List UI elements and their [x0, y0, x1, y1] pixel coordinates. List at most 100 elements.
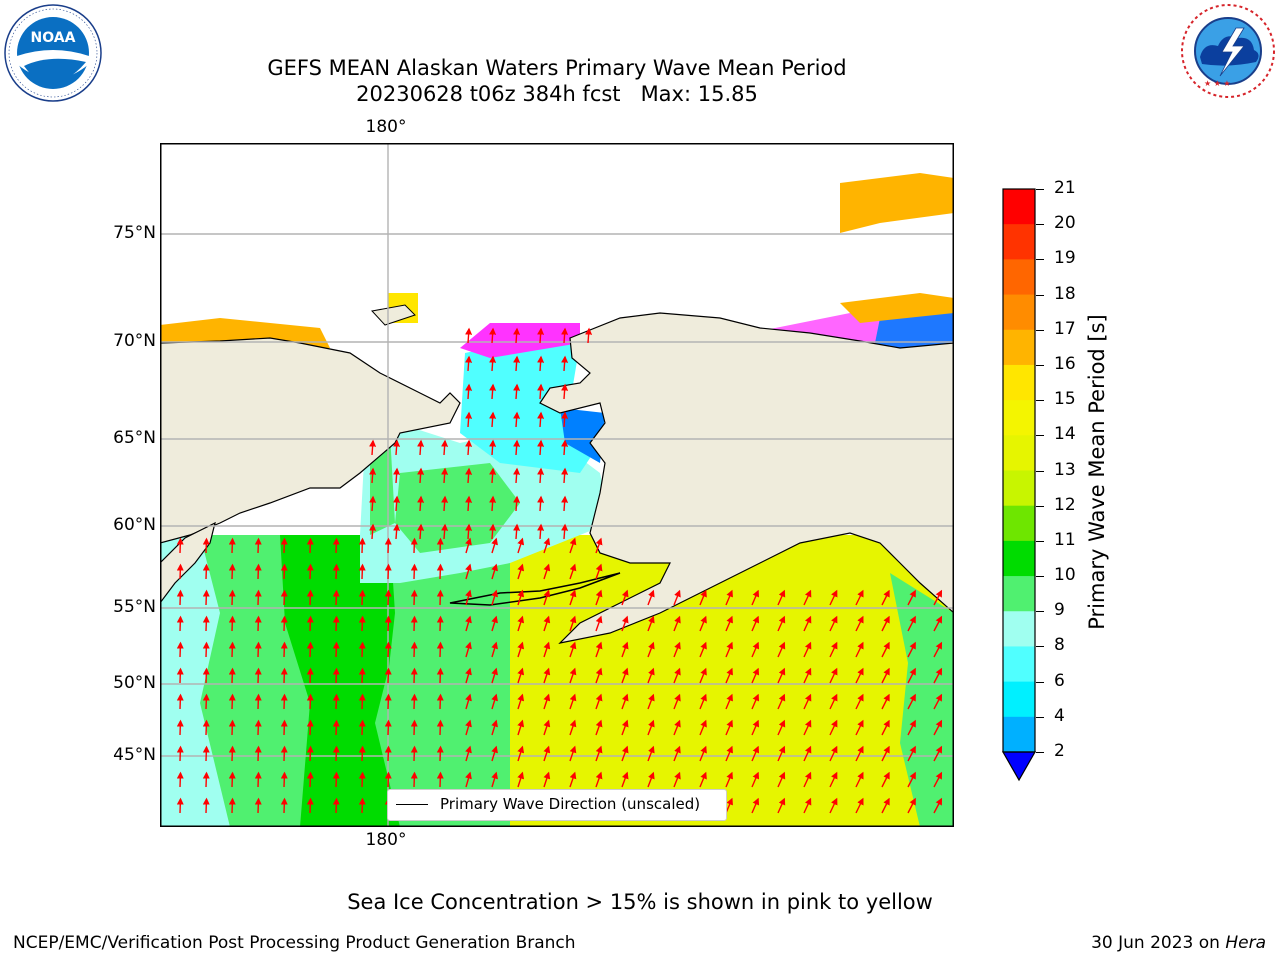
wave-direction-arrow: [410, 771, 418, 788]
wave-direction-arrow: [543, 563, 551, 580]
colorbar-tick-label: 14: [1054, 424, 1076, 445]
longitude-label-top: 180°: [365, 117, 407, 137]
wave-direction-arrow: [202, 693, 210, 710]
svg-text:★ ★ ★: ★ ★ ★: [1204, 79, 1231, 88]
wave-direction-arrow: [537, 355, 545, 372]
wave-direction-arrow: [358, 641, 366, 658]
colorbar-tick-mark: [1036, 681, 1044, 683]
wave-direction-arrow: [699, 693, 707, 710]
wave-direction-arrow: [725, 745, 733, 762]
wave-direction-arrow: [332, 667, 340, 684]
latitude-label-50: 50°N: [113, 673, 156, 693]
wave-direction-arrow: [561, 411, 569, 428]
wave-direction-arrow: [933, 667, 943, 684]
wave-direction-arrow: [254, 537, 262, 554]
map-subtitle: 20230628 t06z 384h fcst Max: 15.85: [356, 82, 758, 106]
wave-direction-arrow: [489, 327, 497, 344]
wave-direction-arrow: [280, 771, 288, 788]
wave-direction-arrow: [543, 615, 551, 632]
wave-direction-arrow: [543, 719, 551, 736]
wave-direction-arrow: [332, 563, 340, 580]
colorbar-tick-label: 18: [1054, 283, 1076, 304]
colorbar-tick-label: 19: [1054, 248, 1076, 269]
wave-direction-arrow: [517, 719, 525, 736]
wave-direction-arrow: [280, 615, 288, 632]
colorbar-tick-mark: [1036, 646, 1044, 648]
wave-direction-arrow: [306, 719, 314, 736]
wave-direction-arrow: [561, 355, 569, 372]
nws-logo: ★ ★ ★: [1181, 4, 1275, 98]
wave-direction-arrow: [673, 615, 681, 632]
wave-direction-arrow: [777, 693, 786, 710]
wave-direction-arrow: [436, 745, 444, 762]
wave-direction-arrow: [417, 523, 425, 540]
wave-direction-arrow: [595, 719, 603, 736]
colorbar-tick-mark: [1036, 611, 1044, 613]
wave-direction-arrow: [881, 797, 890, 814]
wave-direction-arrow: [280, 563, 288, 580]
wave-direction-arrow: [513, 383, 521, 400]
wave-direction-arrow: [410, 745, 418, 762]
wave-direction-arrow: [777, 719, 786, 736]
wave-direction-arrow: [436, 719, 444, 736]
wave-direction-arrow: [176, 615, 184, 632]
wave-direction-arrow: [751, 641, 760, 658]
alaska-land: [539, 312, 954, 644]
wave-direction-arrow: [855, 797, 864, 814]
kamchatka-land: [160, 521, 216, 604]
wave-direction-arrow: [725, 667, 733, 684]
colorbar-tick-mark: [1036, 752, 1044, 753]
wave-direction-arrow: [803, 797, 812, 814]
wave-direction-arrow: [829, 641, 838, 658]
wave-direction-arrow: [829, 693, 838, 710]
wave-direction-arrow: [517, 771, 525, 788]
aleutian-islands: [449, 572, 621, 606]
wave-direction-arrow: [803, 745, 812, 762]
wave-direction-arrow: [202, 589, 210, 606]
wave-direction-arrow: [332, 719, 340, 736]
wave-direction-arrow: [855, 719, 864, 736]
wave-direction-arrow: [489, 439, 497, 456]
wave-direction-arrow: [543, 693, 551, 710]
colorbar-tick-label: 17: [1054, 318, 1076, 339]
wave-direction-arrow: [306, 667, 314, 684]
wave-direction-arrow: [202, 771, 210, 788]
wave-direction-arrow: [561, 495, 569, 512]
wave-direction-arrow: [228, 641, 236, 658]
wave-direction-arrow: [777, 771, 786, 788]
wave-direction-arrow: [751, 719, 760, 736]
colorbar-band: [1003, 294, 1035, 331]
wave-direction-arrow: [537, 411, 545, 428]
wave-direction-arrow: [595, 745, 603, 762]
wave-direction-arrow: [280, 745, 288, 762]
wave-direction-arrow: [621, 719, 629, 736]
wave-direction-arrow: [777, 797, 786, 814]
wave-direction-arrow: [907, 641, 916, 658]
colorbar-tick-mark: [1036, 435, 1044, 437]
wave-direction-arrow: [491, 667, 498, 684]
wrangel-island: [371, 304, 416, 326]
wave-direction-arrow: [436, 641, 444, 658]
colorbar-tick-mark: [1036, 329, 1044, 331]
wave-direction-arrow: [410, 719, 418, 736]
wave-direction-arrow: [332, 771, 340, 788]
wave-direction-arrow: [176, 745, 184, 762]
wave-direction-arrow: [907, 745, 916, 762]
wave-direction-arrow: [491, 745, 498, 762]
wave-direction-arrow: [907, 719, 916, 736]
wave-direction-arrow: [569, 563, 577, 580]
wave-direction-arrow: [569, 641, 577, 658]
wave-direction-arrow: [384, 641, 392, 658]
colorbar-band: [1003, 435, 1035, 471]
direction-legend: Primary Wave Direction (unscaled): [387, 789, 727, 821]
wave-direction-arrow: [228, 693, 236, 710]
wave-direction-arrow: [465, 411, 473, 428]
wave-direction-arrow: [881, 589, 890, 606]
wave-direction-arrow: [517, 537, 525, 554]
colorbar-tick-label: 20: [1054, 213, 1076, 234]
wave-direction-arrow: [725, 693, 733, 710]
wave-direction-arrow: [228, 537, 236, 554]
wave-direction-arrow: [491, 615, 498, 632]
wave-direction-arrow: [332, 589, 340, 606]
wave-direction-arrow: [465, 327, 473, 344]
